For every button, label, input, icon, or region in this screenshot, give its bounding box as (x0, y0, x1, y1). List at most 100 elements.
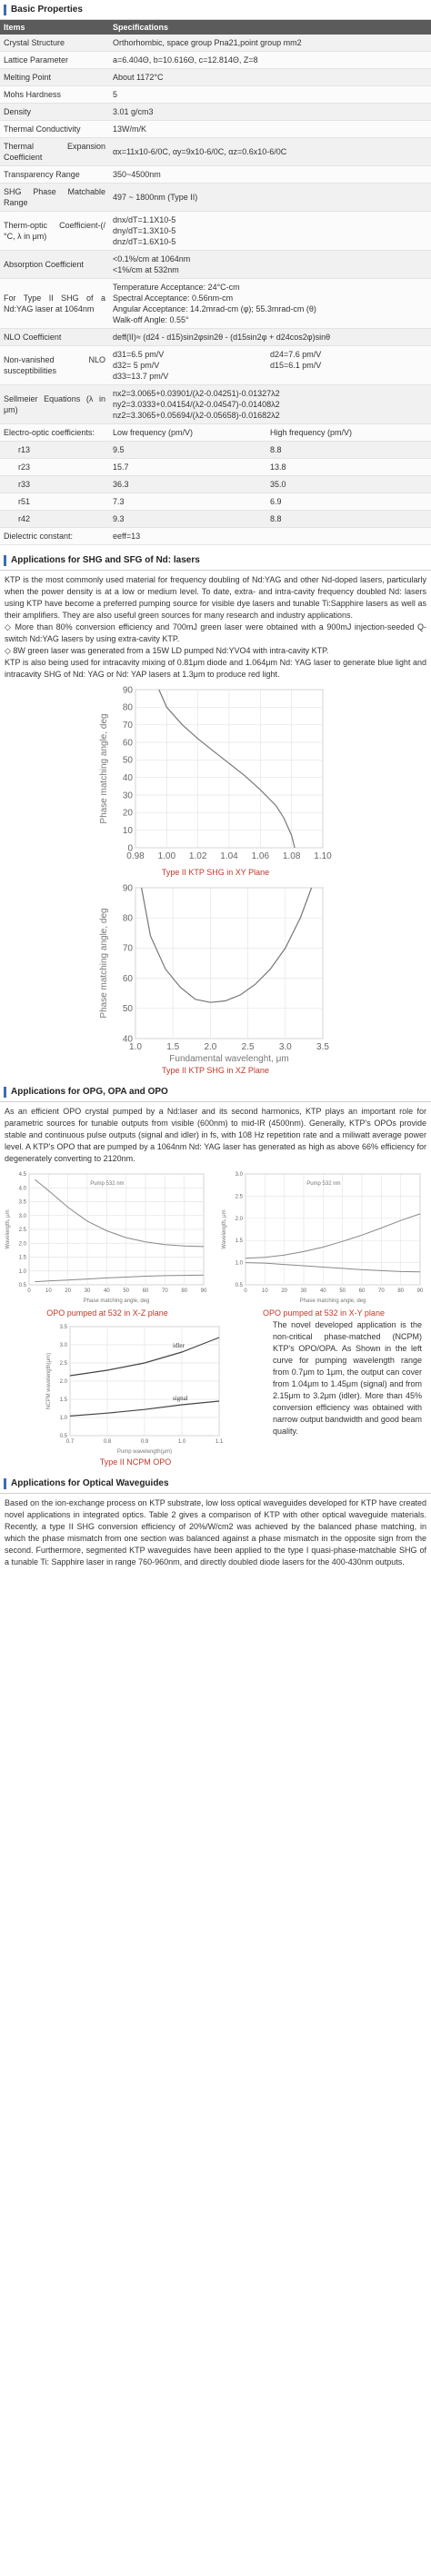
section-marker-icon (4, 1086, 6, 1098)
y-tick-label: 80 (123, 703, 134, 713)
value-line: <0.1%/cm at 1064nm (113, 254, 191, 264)
x-tick-label: 2.5 (242, 1042, 255, 1052)
property-value: αx=11x10-6/0C, αy=9x10-6/0C, αz=0.6x10-6… (109, 137, 431, 166)
series-line (245, 1213, 421, 1259)
eo-low: 9.5 (113, 445, 125, 454)
x-tick-label: 60 (143, 1288, 149, 1294)
property-name: Electro-optic coefficients: (0, 423, 109, 442)
value-line: 350~4500nm (113, 170, 161, 179)
eo-pair: 9.5 8.8 (113, 444, 427, 455)
table-row: r13 9.5 8.8 (0, 441, 431, 459)
property-name: NLO Coefficient (0, 328, 109, 346)
y-tick-label: 3.0 (236, 1172, 244, 1178)
y-tick-label: 2.5 (19, 1228, 27, 1233)
chart-opo-xz: 0.5 1.0 1.5 2.0 2.5 3.0 3.5 4.0 4.5 0 10 20 30 40 50 60… (5, 1172, 207, 1304)
y-tick-label: 1.0 (60, 1416, 68, 1421)
ncpm-text: The novel developed application is the n… (273, 1320, 422, 1436)
table-row: Dielectric constant: eeff=13 (0, 527, 431, 545)
property-value: dnx/dT=1.1X10-5 dny/dT=1.3X10-5 dnz/dT=1.6… (109, 211, 431, 251)
properties-table: Items Specifications Crystal Structure Or… (0, 20, 431, 545)
y-tick-label: 2.5 (236, 1194, 244, 1199)
x-tick-label: 3.5 (316, 1042, 329, 1052)
value-line: 13W/m/K (113, 124, 147, 134)
value-right: d15=6.1 pm/V (270, 361, 322, 370)
waveguide-header: Applications for Optical Waveguides (0, 1474, 431, 1494)
y-tick-label: 40 (123, 1034, 134, 1044)
table-row: For Type II SHG of a Nd:YAG laser at 106… (0, 278, 431, 329)
table-row: Density 3.01 g/cm3 (0, 103, 431, 121)
chart-opo-xz-caption: OPO pumped at 532 in X-Z plane (46, 1308, 168, 1318)
property-name: Density (0, 103, 109, 121)
x-tick-label: 0 (27, 1288, 31, 1294)
chart-ncpm: 0.5 1.0 1.5 2.0 2.5 3.0 3.5 0.7 0.8 0.9 1.0 1.1 Pump… (46, 1325, 224, 1455)
x-tick-label: 1.1 (216, 1439, 224, 1445)
x-tick-label: 1.10 (314, 851, 332, 861)
eo-values: 9.3 8.8 (109, 510, 431, 528)
x-tick-label: 90 (201, 1288, 207, 1294)
y-tick-label: 3.5 (60, 1325, 68, 1330)
property-value: deff(II)≈ (d24 - d15)sin2φsin2θ - (d15si… (109, 328, 431, 346)
eo-low-head: Low frequency (pm/V) (113, 428, 194, 437)
eo-high: 13.8 (270, 462, 286, 472)
x-tick-label: 0 (244, 1288, 247, 1294)
value-line: nx2=3.0065+0.03901/(λ2-0.04251)-0.01327λ… (113, 389, 280, 398)
table-row: Lattice Parameter a=6.404Θ, b=10.616Θ, c=… (0, 51, 431, 69)
x-tick-label: 10 (45, 1288, 52, 1294)
series-line (69, 1337, 220, 1377)
y-tick-label: 70 (123, 944, 134, 954)
y-tick-label: 4.0 (19, 1186, 27, 1191)
eo-values: 36.3 35.0 (109, 475, 431, 493)
value-line: dny/dT=1.3X10-5 (113, 226, 176, 235)
eo-pair: 15.7 13.8 (113, 462, 427, 472)
section-marker-icon (4, 554, 6, 566)
y-tick-label: 2.5 (60, 1361, 68, 1367)
value-left: d33=13.7 pm/V (113, 372, 169, 381)
y-tick-label: 70 (123, 721, 134, 731)
value-left: d31=6.5 pm/V (113, 350, 165, 359)
value-line: a=6.404Θ, b=10.616Θ, c=12.814Θ, Z=8 (113, 55, 258, 65)
shg-header: Applications for SHG and SFG of Nd: lase… (0, 551, 431, 571)
eo-values: 7.3 6.9 (109, 492, 431, 511)
chart-opo-xy-caption: OPO pumped at 532 in X-Y plane (263, 1308, 385, 1318)
y-tick-label: 0 (127, 843, 133, 853)
value-pair: d33=13.7 pm/V (113, 371, 427, 382)
y-tick-label: 0.5 (19, 1283, 27, 1288)
series-line (35, 1274, 205, 1283)
x-tick-label: 80 (181, 1288, 187, 1294)
x-tick-label: 60 (359, 1288, 366, 1294)
y-tick-label: 1.5 (19, 1256, 27, 1261)
eo-high: 6.9 (270, 497, 282, 506)
eo-low: 9.3 (113, 514, 125, 523)
section-title: Applications for OPG, OPA and OPO (11, 1087, 168, 1097)
y-tick-label: 80 (123, 914, 134, 924)
y-tick-label: 90 (123, 883, 134, 893)
property-name: SHG Phase Matchable Range (0, 183, 109, 212)
value-line: 3.01 g/cm3 (113, 107, 154, 116)
property-name: Melting Point (0, 68, 109, 86)
y-tick-label: 20 (123, 809, 134, 819)
eo-pair: 36.3 35.0 (113, 479, 427, 490)
opo-paragraph: As an efficient OPO crystal pumped by a … (5, 1107, 426, 1163)
y-tick-label: 3.0 (19, 1214, 27, 1219)
x-tick-label: 1.0 (178, 1439, 186, 1445)
y-tick-label: 30 (123, 791, 134, 801)
eo-high: 8.8 (270, 514, 282, 523)
y-tick-label: 1.5 (60, 1397, 68, 1403)
section-title: Applications for SHG and SFG of Nd: lase… (11, 555, 200, 565)
y-axis-label: Phase matching angle, deg (99, 908, 109, 1018)
y-tick-label: 1.0 (19, 1269, 27, 1275)
x-tick-label: 1.5 (166, 1042, 179, 1052)
value-line: deff(II)≈ (d24 - d15)sin2φsin2θ - (d15si… (113, 333, 331, 342)
chart-title: Pump 532 nm (306, 1181, 340, 1187)
property-value: Temperature Acceptance: 24°C-cm Spectral … (109, 278, 431, 329)
x-tick-label: 90 (417, 1288, 424, 1294)
shg-paragraph: KTP is also being used for intracavity m… (5, 658, 426, 679)
table-row: Transparency Range 350~4500nm (0, 165, 431, 184)
eo-values: 9.5 8.8 (109, 441, 431, 459)
chart-shg-xz-caption: Type II KTP SHG in XZ Plane (162, 1066, 269, 1075)
table-row: r51 7.3 6.9 (0, 492, 431, 511)
y-tick-label: 2.0 (60, 1379, 68, 1385)
chart-shg-xy: 0 10 20 30 40 50 60 70 80 90 0.98 1.00 1.02 1.04 1.06 1… (99, 685, 332, 861)
eo-low: 15.7 (113, 462, 129, 472)
y-tick-label: 1.5 (236, 1238, 244, 1244)
